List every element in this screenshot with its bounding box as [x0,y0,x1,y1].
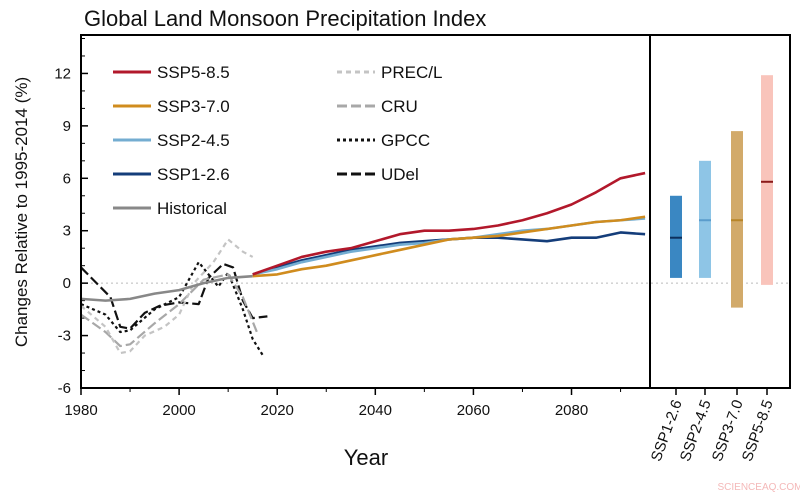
series-line-historical [80,274,253,302]
y-tick-label: -3 [58,328,71,345]
legend-label: PREC/L [381,63,442,82]
legend-label: SSP1-2.6 [157,165,230,184]
series-line-prec-l [80,238,254,355]
x-tick-label: 2060 [457,402,490,419]
y-axis-label: Changes Relative to 1995-2014 (%) [12,77,31,347]
y-tick-label: 6 [63,170,71,187]
legend-label: Historical [157,199,227,218]
y-tick-label: -6 [58,380,71,397]
legend-label: SSP5-8.5 [157,63,230,82]
x-tick-label: 1980 [64,402,97,419]
plot-frame [80,34,791,389]
y-tick-label: 12 [54,65,71,82]
series-line-gpcc [80,261,264,356]
legend-label: SSP2-4.5 [157,131,230,150]
series-line-udel [80,262,268,330]
series-line-cru [80,273,259,348]
x-tick-label: 2020 [261,402,294,419]
watermark: SCIENCEAQ.COM [717,482,800,493]
range-panel: SSP1-2.6SSP2-4.5SSP3-7.0SSP5-8.5SCIENCEA… [648,75,800,493]
x-tick-label: 2040 [359,402,392,419]
series-line-ssp3-7-0 [252,215,646,278]
x-tick-label: 2080 [555,402,588,419]
series-line-ssp5-8-5 [252,171,646,276]
x-tick-label: 2000 [162,402,195,419]
range-bar-ssp5-8.5 [761,75,773,285]
legend-label: SSP3-7.0 [157,97,230,116]
legend-label: GPCC [381,131,430,150]
y-tick-label: 0 [63,275,71,292]
legend-label: UDel [381,165,419,184]
main-plot: -6 -3 0 3 6 9 12 1980 2000 2020 2040 2060 2080 SSP5-8… [54,34,791,419]
y-tick-label: 9 [63,118,71,135]
x-axis-label: Year [344,445,388,470]
series-line-ssp2-4-5 [252,217,646,276]
chart-title: Global Land Monsoon Precipitation Index [84,6,486,31]
y-tick-label: 3 [63,223,71,240]
legend-label: CRU [381,97,418,116]
